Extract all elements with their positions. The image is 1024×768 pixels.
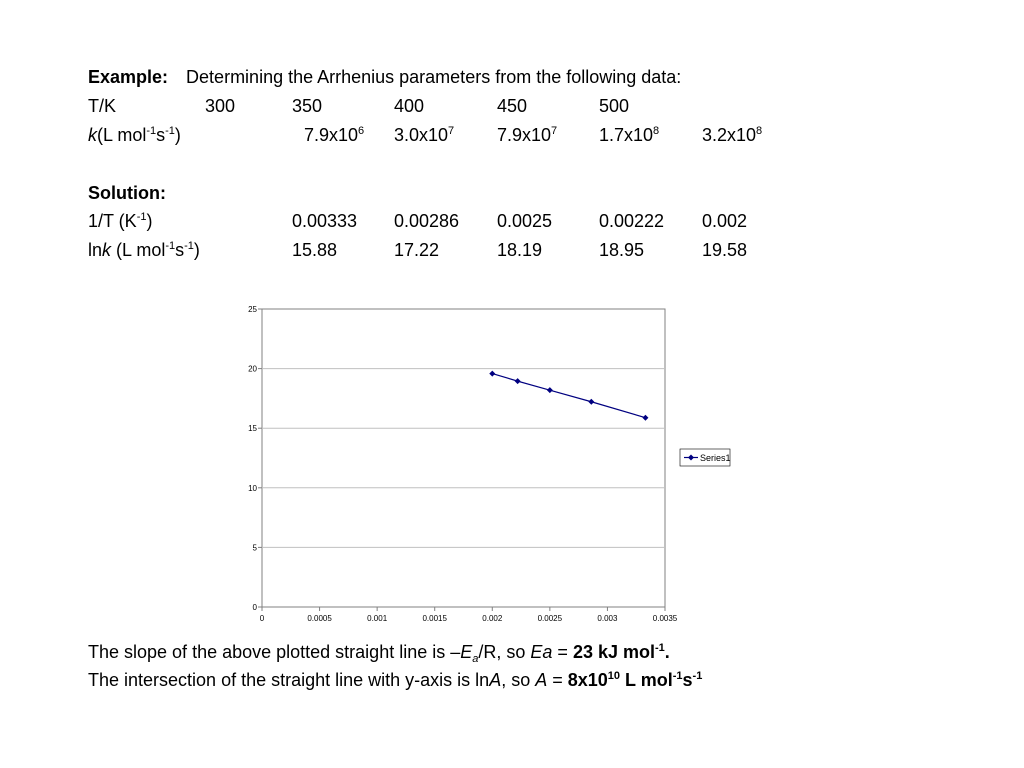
table-cell: 0.002 (702, 211, 748, 231)
y-tick-label: 5 (253, 543, 258, 552)
x-tick-label: 0.003 (597, 614, 618, 623)
example-label: Example: (88, 67, 169, 87)
y-tick-label: 25 (248, 305, 257, 314)
table-cell: 1.7x108 (599, 125, 660, 145)
table-cell: 0.0025 (497, 211, 553, 231)
table-cell: 7.9x106 (304, 125, 365, 145)
table-cell: 19.58 (702, 240, 748, 260)
data-point (514, 378, 521, 385)
row-label: T/K (88, 96, 117, 116)
y-tick-label: 15 (248, 424, 257, 433)
table-cell: 0.00222 (599, 211, 665, 231)
data-point (546, 387, 553, 394)
x-tick-label: 0.0005 (307, 614, 332, 623)
x-tick-label: 0 (260, 614, 265, 623)
activation-energy-value: 23 kJ mol-1. (572, 642, 670, 662)
table-cell: 0.00286 (394, 211, 460, 231)
conclusion-line-1: The slope of the above plotted straight … (88, 642, 670, 665)
table-cell: 18.95 (599, 240, 645, 260)
table-cell: 7.9x107 (497, 125, 558, 145)
x-tick-label: 0.0015 (422, 614, 447, 623)
x-tick-label: 0.0035 (653, 614, 678, 623)
table-cell: 400 (394, 96, 425, 116)
table-cell: 3.2x108 (702, 125, 763, 145)
data-point (489, 370, 496, 377)
table-cell: 500 (599, 96, 630, 116)
table-cell: 350 (292, 96, 323, 116)
table-cell: 15.88 (292, 240, 338, 260)
data-point (588, 398, 595, 405)
table-cell: 0.00333 (292, 211, 358, 231)
table-cell: 18.19 (497, 240, 543, 260)
x-tick-label: 0.002 (482, 614, 503, 623)
legend-label: Series1 (700, 453, 731, 463)
pre-exponential-value: 8x1010 L mol-1s-1 (567, 670, 703, 690)
y-tick-label: 20 (248, 365, 257, 374)
x-tick-label: 0.0025 (538, 614, 563, 623)
example-text: Determining the Arrhenius parameters fro… (186, 67, 682, 87)
conclusion-line-2: The intersection of the straight line wi… (88, 670, 703, 690)
table-cell: 3.0x107 (394, 125, 455, 145)
table-cell: 300 (205, 96, 236, 116)
table-cell: 450 (497, 96, 528, 116)
row-label: lnk (L mol-1s-1) (88, 240, 200, 260)
plot-area (261, 308, 666, 608)
solution-heading: Solution: (88, 183, 166, 203)
y-tick-label: 0 (253, 603, 258, 612)
row-label: 1/T (K-1) (88, 211, 153, 231)
example-line: Example: Determining the Arrhenius parame… (88, 66, 681, 88)
table-cell: 17.22 (394, 240, 440, 260)
legend-box (679, 448, 731, 467)
x-tick-label: 0.001 (367, 614, 388, 623)
y-tick-label: 10 (248, 484, 257, 493)
legend-marker (688, 454, 694, 461)
row-label: k(L mol-1s-1) (88, 125, 181, 145)
data-point (642, 414, 649, 421)
